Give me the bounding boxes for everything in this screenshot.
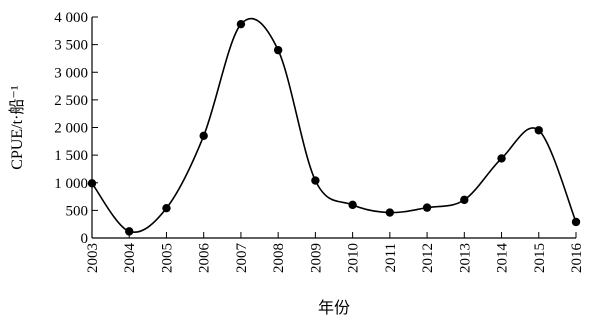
y-tick-label: 2 000	[54, 121, 88, 137]
data-point	[497, 154, 506, 163]
y-tick-label: 3 000	[54, 65, 88, 81]
data-point	[385, 208, 395, 217]
y-axis-title: CPUE/t·船⁻¹	[8, 85, 26, 170]
x-tick-label: 2014	[495, 243, 511, 274]
data-point	[273, 45, 283, 55]
x-tick-label: 2015	[532, 243, 548, 273]
y-tick-label: 1 000	[54, 176, 88, 192]
data-points	[87, 19, 581, 236]
x-tick-label: 2006	[197, 243, 213, 274]
y-tick-label: 3 500	[54, 38, 88, 54]
data-point	[311, 176, 320, 185]
data-point	[422, 203, 432, 212]
x-axis-title: 年份	[318, 299, 350, 317]
y-tick-label: 4 000	[54, 10, 88, 26]
series-line	[91, 17, 577, 234]
data-point	[348, 200, 357, 210]
x-tick-label: 2008	[271, 243, 287, 273]
data-point	[571, 217, 581, 227]
data-point	[199, 131, 208, 140]
x-tick-label: 2003	[85, 243, 101, 273]
data-point	[460, 195, 469, 205]
x-tick-label: 2009	[308, 243, 324, 273]
x-tick-label: 2007	[234, 243, 250, 274]
x-tick-label: 2004	[122, 243, 138, 274]
x-tick-label: 2012	[420, 243, 436, 273]
y-tick-label: 0	[81, 231, 89, 247]
x-tick-label: 2016	[569, 243, 585, 274]
data-point	[534, 126, 543, 135]
y-ticks: 0 500 1 000 1 500 2 000 2 500 3 000 3 500 4 000	[54, 10, 98, 247]
x-tick-label: 2013	[457, 243, 473, 273]
y-tick-label: 2 500	[54, 93, 88, 109]
x-tick-label: 2005	[159, 243, 175, 273]
data-point	[162, 203, 171, 213]
y-tick-label: 1 500	[54, 148, 88, 164]
data-point	[125, 227, 134, 236]
x-ticks: 2003 2004 2005 2006 2007 2008 2009 2010 2011 2012…	[85, 232, 585, 273]
data-point	[87, 179, 97, 188]
x-tick-label: 2011	[383, 243, 399, 272]
x-tick-label: 2010	[346, 243, 362, 273]
data-point	[236, 19, 246, 29]
y-tick-label: 500	[66, 203, 89, 219]
